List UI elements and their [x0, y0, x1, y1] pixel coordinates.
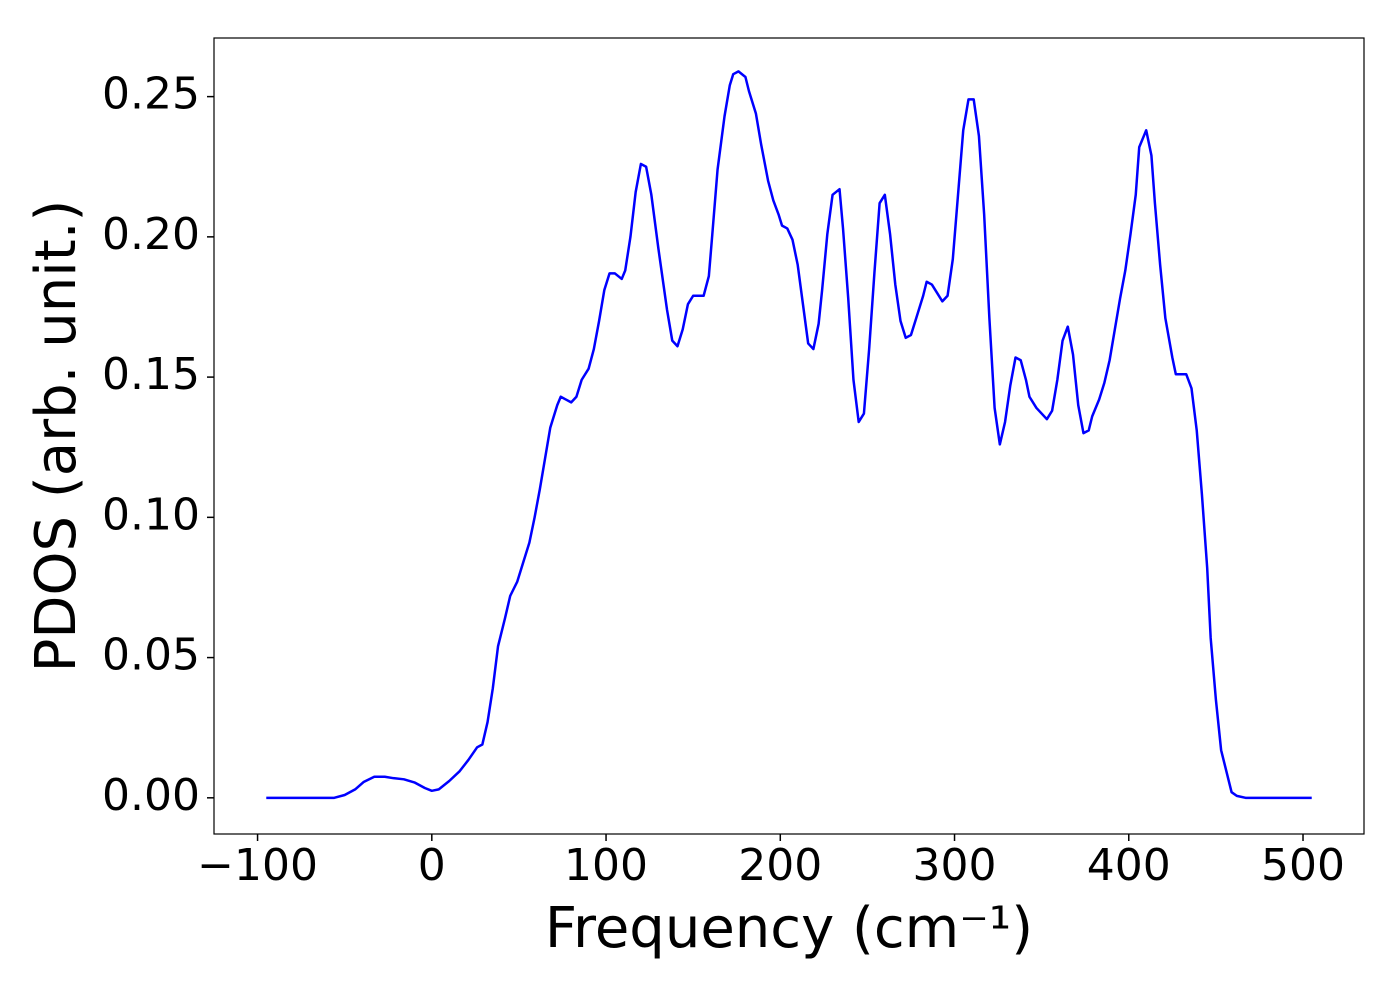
plot-frame [213, 37, 1365, 835]
y-axis-label: PDOS (arb. unit.) [24, 200, 89, 673]
y-tick-label: 0.00 [102, 770, 200, 821]
x-tick-label: 300 [913, 840, 997, 891]
y-tick-label: 0.05 [102, 630, 200, 681]
x-tick-label: 500 [1261, 840, 1345, 891]
x-tick-label: 400 [1087, 840, 1171, 891]
data-line [266, 70, 1312, 800]
y-tick-label: 0.10 [102, 489, 200, 540]
x-tick-label: 0 [418, 840, 446, 891]
y-tick-label: 0.25 [102, 69, 200, 120]
x-tick-label: −100 [197, 840, 318, 891]
x-axis-label: Frequency (cm⁻¹) [545, 896, 1033, 961]
y-tick-label: 0.20 [102, 209, 200, 260]
x-tick-label: 100 [564, 840, 648, 891]
y-tick-label: 0.15 [102, 349, 200, 400]
x-tick-label: 200 [738, 840, 822, 891]
